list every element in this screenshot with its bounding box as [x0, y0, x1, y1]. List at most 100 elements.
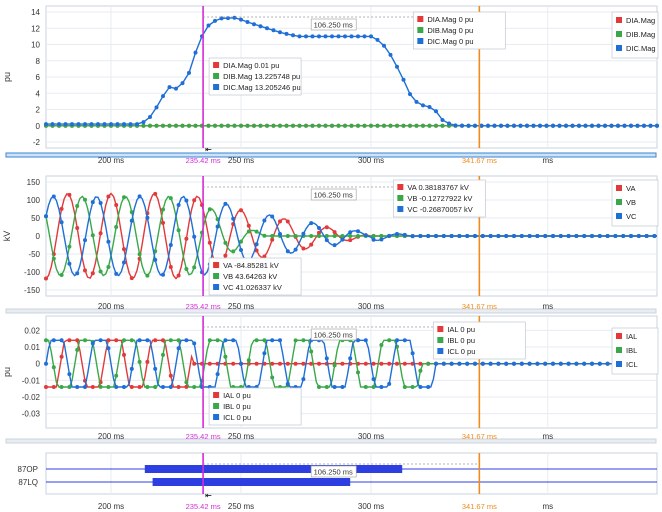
point-VC	[566, 234, 571, 238]
cursor-1-readout-label: DIB.Mag 13.225748 pu	[223, 72, 300, 81]
point-VC	[395, 232, 399, 236]
point-VB	[137, 252, 142, 257]
point-VA	[301, 246, 306, 251]
point-VC	[629, 234, 633, 238]
cursor-1-readout-swatch	[213, 273, 220, 279]
point-DIC.Mag	[375, 37, 380, 42]
point-VB	[51, 256, 56, 261]
point-DIC.Mag	[89, 122, 94, 127]
panel-splitter[interactable]	[5, 438, 657, 444]
legend-label[interactable]: DIA.Mag	[626, 16, 655, 25]
y-tick-label: -0.01	[22, 376, 41, 385]
point-VC	[644, 234, 649, 238]
point-IBL	[317, 385, 321, 389]
legend-label[interactable]: IAL	[626, 332, 637, 341]
point-DIB.Mag	[291, 123, 295, 128]
point-DIC.Mag	[492, 123, 497, 128]
point-DIC.Mag	[362, 34, 367, 39]
cursor-1-readout-box	[208, 57, 302, 96]
point-VC	[145, 215, 150, 220]
y-tick-label: -150	[24, 286, 41, 295]
point-VC	[652, 234, 657, 238]
legend-swatch[interactable]	[616, 347, 622, 353]
cursor-1-readout-label: DIC.Mag 13.205246 pu	[223, 83, 301, 92]
point-VC	[348, 230, 353, 235]
point-VC	[465, 234, 470, 238]
point-DIB.Mag	[427, 123, 432, 128]
point-IAL	[51, 385, 56, 389]
cursor-drag-arrow-icon[interactable]: ⇤	[205, 145, 212, 154]
legend-swatch[interactable]	[616, 31, 622, 37]
legend-swatch[interactable]	[616, 17, 622, 23]
y-tick-label: 0.01	[24, 343, 40, 352]
legend-label[interactable]: VB	[626, 198, 636, 207]
point-ICL	[379, 385, 384, 389]
point-ICL	[223, 338, 228, 343]
point-IBL	[176, 338, 181, 343]
legend-swatch[interactable]	[616, 333, 622, 339]
point-DIC.Mag	[336, 34, 341, 39]
point-ICL	[192, 341, 197, 346]
panel-splitter[interactable]	[5, 308, 657, 314]
point-DIB.Mag	[213, 123, 217, 128]
legend-swatch[interactable]	[616, 361, 622, 367]
panel-splitter[interactable]	[5, 152, 657, 158]
legend-swatch[interactable]	[616, 213, 622, 219]
point-VA	[98, 231, 103, 236]
x-tick-label: 300 ms	[358, 432, 384, 441]
point-VB	[122, 195, 126, 200]
cursor-1-time: 235.42 ms	[186, 156, 221, 165]
legend-swatch[interactable]	[616, 45, 622, 51]
point-IAL	[137, 385, 142, 389]
point-DIB.Mag	[239, 123, 243, 128]
legend-swatch[interactable]	[616, 199, 622, 205]
cursor-drag-arrow-icon[interactable]: ⇤	[205, 491, 212, 500]
point-ICL	[519, 361, 524, 366]
point-IAL	[340, 361, 345, 366]
point-VB	[114, 225, 119, 229]
point-VC	[122, 260, 126, 265]
point-VB	[379, 234, 384, 238]
point-DIC.Mag	[486, 123, 490, 128]
legend-label[interactable]: ICL	[626, 360, 638, 369]
cursor-1-readout-label: ICL 0 pu	[223, 413, 251, 422]
point-VC	[309, 221, 314, 226]
point-DIB.Mag	[141, 123, 146, 128]
legend-label[interactable]: VA	[626, 184, 635, 193]
point-IBL	[192, 385, 197, 389]
point-IAL	[207, 361, 212, 366]
x-tick-label: 300 ms	[358, 156, 384, 165]
point-VC	[231, 216, 236, 221]
legend-label[interactable]: DIB.Mag	[626, 30, 655, 39]
point-VA	[161, 220, 165, 225]
point-ICL	[231, 338, 236, 343]
point-ICL	[324, 356, 329, 361]
point-DIC.Mag	[70, 122, 74, 127]
point-VB	[246, 229, 251, 234]
point-ICL	[402, 338, 407, 343]
point-DIC.Mag	[180, 81, 185, 86]
point-DIC.Mag	[141, 120, 146, 125]
point-DIC.Mag	[414, 99, 419, 104]
legend-swatch[interactable]	[616, 185, 622, 191]
legend-label[interactable]: DIC.Mag	[626, 44, 656, 53]
point-ICL	[106, 346, 111, 351]
point-IBL	[270, 375, 275, 380]
point-ICL	[168, 385, 173, 389]
point-DIC.Mag	[232, 15, 237, 20]
point-DIB.Mag	[232, 123, 237, 128]
point-VA	[246, 223, 251, 228]
point-IAL	[387, 361, 392, 366]
delta-label: 106.250 ms	[314, 21, 353, 30]
y-tick-label: 2	[36, 106, 41, 115]
legend-label[interactable]: VC	[626, 212, 637, 221]
point-VA	[184, 236, 189, 241]
point-DIC.Mag	[148, 115, 152, 119]
point-IBL	[114, 373, 119, 378]
point-VA	[254, 248, 259, 253]
point-ICL	[543, 361, 548, 366]
point-DIB.Mag	[206, 123, 211, 128]
delta-box	[310, 18, 357, 31]
legend-label[interactable]: IBL	[626, 346, 637, 355]
